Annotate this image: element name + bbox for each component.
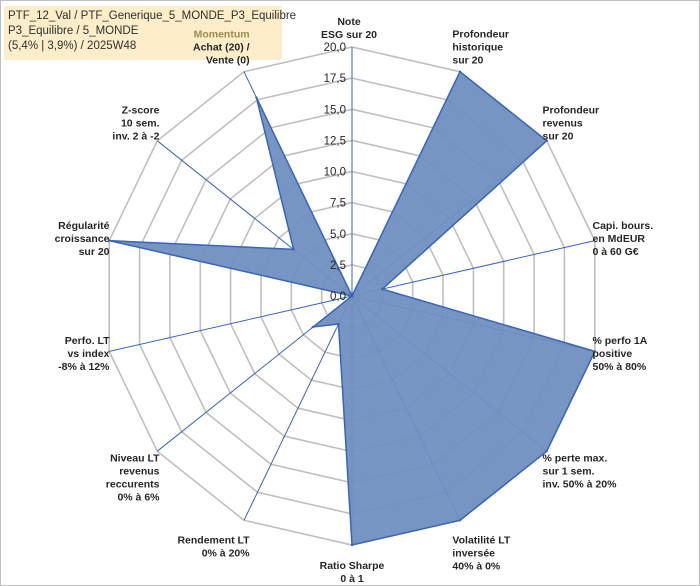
axis-label-line: % perfo 1A (593, 335, 648, 347)
axis-label-line: vs index (67, 348, 109, 360)
axis-label-line: Note (337, 16, 360, 28)
axis-label-line: positive (593, 348, 633, 360)
axis-label-line: Profondeur (543, 105, 600, 117)
title-line-stats: (5,4% | 3,9%) / 2025W48 (8, 40, 137, 52)
axis-label-line: inv. 50% à 20% (543, 479, 618, 491)
radar-point (337, 322, 340, 326)
axis-label-line: Volatilité LT (452, 534, 511, 546)
radar-point (108, 239, 111, 242)
axis-label-line: 0 à 60 G€ (593, 246, 639, 258)
radar-point (311, 325, 315, 329)
tick-label: 20,0 (324, 42, 346, 54)
axis-label: Momentum Achat (20) / Vente (0) (193, 29, 250, 67)
axis-label-line: Perfo. LT (65, 335, 110, 347)
axis-label-line: Vente (0) (206, 55, 250, 67)
axis-label-line: sur 20 (452, 55, 483, 67)
axis-label: Profondeur historique sur 20 (452, 29, 509, 67)
axis-label: Profondeur revenus sur 20 (543, 105, 600, 143)
axis-label-line: Niveau LT (110, 453, 160, 465)
axis-label: Perfo. LT vs index -8% à 12% (58, 335, 110, 373)
axis-label: Niveau LT revenus reccurents 0% à 6% (106, 453, 160, 504)
axis-label-line: Capi. bours. (593, 220, 654, 232)
tick-label: 2,5 (330, 260, 346, 272)
tick-label: 0,0 (330, 291, 346, 303)
axis-label: Rendement LT 0% à 20% (177, 534, 250, 559)
radar-point (292, 248, 295, 251)
axis-label-line: inv. 2 à -2 (112, 131, 159, 143)
axis-label-line: 0 à 1 (340, 573, 364, 585)
tick-label: 12,5 (324, 135, 346, 147)
axis-label: Note ESG sur 20 (321, 16, 377, 41)
radar-series (108, 70, 596, 547)
axis-label: Régularité croissance sur 20 (55, 220, 110, 258)
axis-label-line: -8% à 12% (58, 361, 110, 373)
radar-point (458, 519, 462, 522)
axis-label: Ratio Sharpe 0 à 1 (320, 560, 385, 585)
axis-label: % perfo 1A positive 50% à 80% (593, 335, 648, 373)
axis-label-line: croissance (55, 233, 110, 245)
tick-label: 10,0 (324, 167, 346, 179)
radar-point (458, 70, 462, 73)
tick-label: 5,0 (330, 229, 346, 241)
radar-axis-labels: Note ESG sur 20 Profondeur historique sur 20… (55, 16, 654, 585)
radar-spoke (109, 295, 353, 352)
axis-label-line: ESG sur 20 (321, 29, 377, 41)
axis-label-line: Profondeur (452, 29, 509, 41)
axis-label-line: Ratio Sharpe (320, 560, 385, 572)
radar-point (381, 287, 384, 291)
axis-label-line: % perte max. (543, 453, 608, 465)
tick-label: 7,5 (330, 198, 346, 210)
axis-label-line: reccurents (106, 479, 160, 491)
radar-point (350, 543, 354, 547)
axis-label-line: Z-score (122, 105, 160, 117)
radar-point (350, 294, 354, 298)
axis-label-line: en MdEUR (593, 233, 646, 245)
axis-label-line: revenus (119, 466, 159, 478)
portfolio-title-box: PTF_12_Val / PTF_Generique_5_MONDE_P3_Eq… (4, 6, 297, 60)
axis-label-line: 50% à 80% (593, 361, 647, 373)
axis-label-line: inversée (452, 547, 495, 559)
radar-point (545, 450, 548, 453)
axis-label-line: Régularité (58, 220, 110, 232)
axis-label: Capi. bours. en MdEUR 0 à 60 G€ (593, 220, 654, 258)
tick-label: 17,5 (324, 73, 346, 85)
axis-label-line: 0% à 20% (202, 547, 251, 559)
axis-label-line: Achat (20) / (193, 42, 250, 54)
axis-label-line: 10 sem. (121, 118, 160, 130)
axis-label: Z-score 10 sem. inv. 2 à -2 (112, 105, 159, 143)
axis-label-line: Rendement LT (177, 534, 250, 546)
axis-label: % perte max. sur 1 sem. inv. 50% à 20% (543, 453, 618, 491)
axis-label-line: historique (452, 42, 503, 54)
radar-spoke (351, 240, 595, 297)
axis-label: Volatilité LT inversée 40% à 0% (452, 534, 511, 572)
tick-label: 15,0 (324, 104, 346, 116)
axis-label-line: sur 1 sem. (543, 466, 595, 478)
axis-label-line: sur 20 (79, 246, 110, 258)
axis-label-line: Momentum (194, 29, 250, 41)
axis-label-line: 40% à 0% (452, 560, 501, 572)
radar-point (593, 350, 596, 353)
title-line-portfolio: PTF_12_Val / PTF_Generique_5_MONDE_P3_Eq… (8, 10, 297, 22)
axis-label-line: 0% à 6% (117, 492, 160, 504)
radar-spoke (243, 295, 353, 521)
title-line-profile: P3_Equilibre / 5_MONDE (8, 25, 139, 37)
axis-label-line: sur 20 (543, 131, 574, 143)
radar-point (255, 96, 258, 99)
radar-tick-labels: 0,0 2,5 5,0 7,5 10,0 12,5 15,0 17,5 20,0 (324, 42, 346, 303)
radar-point (545, 139, 548, 142)
axis-label-line: revenus (543, 118, 583, 130)
